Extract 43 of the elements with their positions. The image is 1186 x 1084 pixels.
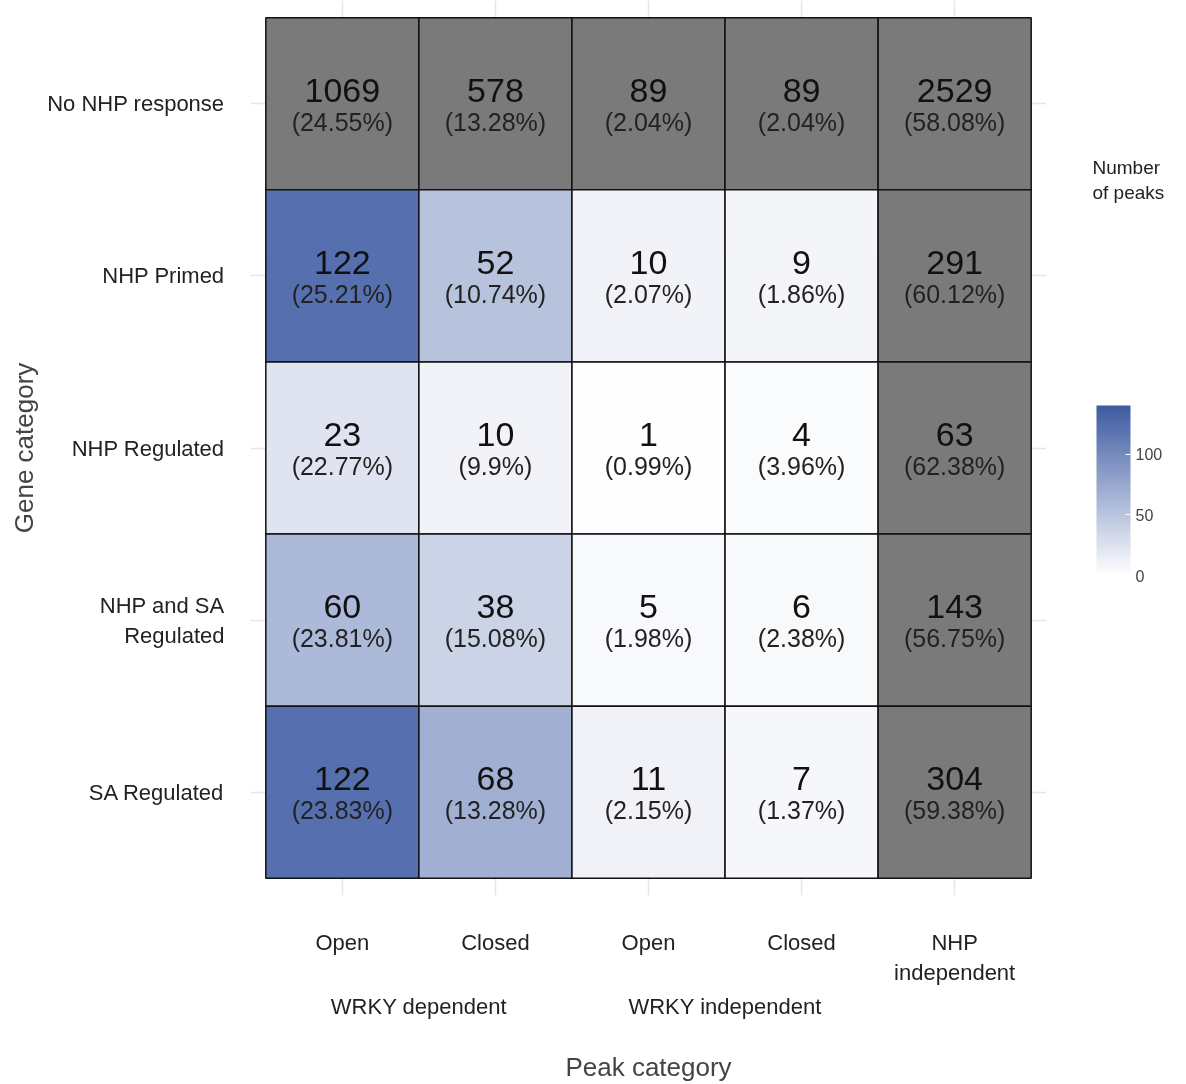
- color-bar-label: 50: [1135, 506, 1154, 524]
- y-tick-label: No NHP response: [47, 91, 225, 117]
- text: 304 (59.38%): [903, 759, 1006, 825]
- y-tick-label: NHP Primed: [102, 263, 225, 289]
- x-tick-label: Open: [621, 929, 676, 955]
- text: 6 (2.38%): [757, 587, 846, 653]
- text: 63 (62.38%): [903, 415, 1006, 480]
- text: 122 (25.21%): [291, 242, 394, 308]
- y-tick-label: SA Regulated: [88, 779, 224, 805]
- y-tick-label: NHP Regulated: [71, 435, 225, 461]
- text: 89 (2.04%): [757, 70, 846, 136]
- y-axis-title: Gene category: [9, 362, 40, 534]
- text: WRKY dependent: [330, 993, 507, 1019]
- text: 2529 (58.08%): [903, 70, 1006, 136]
- x-tick-label: Closed: [767, 929, 836, 955]
- text: 68 (13.28%): [444, 759, 547, 825]
- color-bar-label: 100: [1135, 446, 1163, 464]
- text: 4 (3.96%): [757, 415, 846, 480]
- text: 9 (1.86%): [757, 242, 846, 308]
- text: 5 (1.98%): [604, 587, 693, 653]
- text: 7 (1.37%): [757, 759, 846, 825]
- text: 10 (2.07%): [604, 242, 693, 308]
- x-axis-title: Peak category: [565, 1051, 732, 1082]
- color-bar-label: 0: [1135, 567, 1145, 585]
- x-tick-label: Open: [315, 929, 370, 955]
- text: 291 (60.12%): [903, 242, 1006, 308]
- text: 52 (10.74%): [444, 242, 547, 308]
- text: 143 (56.75%): [903, 587, 1006, 653]
- text: 1 (0.99%): [604, 415, 693, 480]
- y-tick-label: NHP and SA Regulated: [99, 592, 225, 648]
- text: 23 (22.77%): [291, 415, 394, 480]
- text: WRKY independent: [628, 993, 822, 1019]
- text: 89 (2.04%): [604, 70, 693, 136]
- text: 11 (2.15%): [604, 759, 693, 825]
- text: 38 (15.08%): [444, 587, 547, 653]
- x-tick-label: NHP independent: [894, 929, 1016, 985]
- text: 122 (23.83%): [291, 759, 394, 825]
- color-bar-title: Number of peaks: [1092, 156, 1165, 203]
- text: 60 (23.81%): [291, 587, 394, 653]
- text: 578 (13.28%): [444, 70, 547, 136]
- text: 1069 (24.55%): [291, 70, 394, 136]
- text: 10 (9.9%): [458, 415, 533, 480]
- x-tick-label: Closed: [461, 929, 530, 955]
